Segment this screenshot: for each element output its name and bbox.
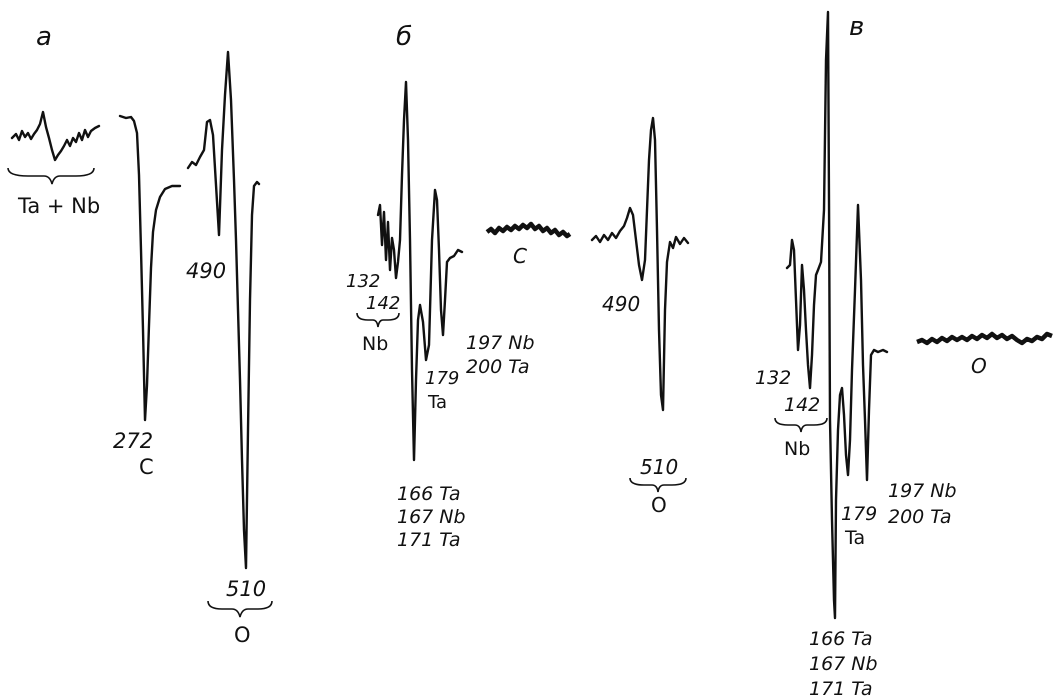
panel-c-peak-132: 132 xyxy=(755,367,791,389)
panel-c-peak-171: 171 Ta xyxy=(809,678,873,700)
panel-b-letter: б xyxy=(396,22,412,52)
panel-b-carbon-trace xyxy=(485,221,572,239)
panel-b-peak-490: 490 xyxy=(602,292,640,316)
panel-b-oxygen-label: O xyxy=(651,493,667,517)
panel-c-peak-200: 200 Ta xyxy=(888,506,952,528)
panel-b-peak-197: 197 Nb xyxy=(466,332,535,354)
panel-b-peak-166: 166 Ta xyxy=(397,483,461,505)
panel-b-oxygen-brace xyxy=(629,477,687,493)
panel-c: в 132 142 Nb 179 Ta 197 Nb 200 Ta 166 Ta… xyxy=(755,10,1053,700)
panel-c-letter: в xyxy=(849,12,864,42)
panel-a-carbon-trace xyxy=(118,114,182,422)
panel-b-ta-nb-trace xyxy=(376,80,464,462)
panel-a-carbon-label: C xyxy=(139,455,154,479)
panel-a-ta-nb-brace xyxy=(7,167,95,185)
panel-c-peak-179: 179 xyxy=(841,503,877,525)
panel-b-peak-167: 167 Nb xyxy=(397,506,466,528)
panel-b: б 132 142 Nb 179 Ta 166 Ta 167 Nb 171 Ta… xyxy=(346,22,690,551)
panel-b-carbon-label: C xyxy=(513,244,527,268)
panel-b-peak-132: 132 xyxy=(346,271,380,292)
panel-a-letter: а xyxy=(36,22,52,52)
panel-c-nb-label: Nb xyxy=(784,438,810,460)
panel-a-oxygen-label: O xyxy=(234,623,251,647)
panel-c-peak-142: 142 xyxy=(784,394,820,416)
panel-c-peak-167: 167 Nb xyxy=(809,653,878,675)
panel-b-peak-142: 142 xyxy=(366,293,400,314)
panel-a-ta-nb-trace xyxy=(10,110,101,162)
panel-b-peak-200: 200 Ta xyxy=(466,356,530,378)
panel-b-peak-510: 510 xyxy=(640,455,678,479)
panel-a-peak-272: 272 xyxy=(113,429,153,453)
panel-c-ta-nb-trace xyxy=(785,10,889,620)
panel-b-peak-179: 179 xyxy=(425,368,459,389)
panel-a-peak-510: 510 xyxy=(226,577,266,601)
panel-a-oxygen-trace xyxy=(186,50,261,570)
panel-b-oxygen-trace xyxy=(590,116,690,412)
panel-b-nb-label: Nb xyxy=(362,333,388,355)
panel-a-oxygen-brace xyxy=(207,600,273,618)
panel-c-oxygen-label: O xyxy=(971,354,987,378)
panel-a-ta-nb-label: Ta + Nb xyxy=(17,194,100,218)
panel-a-peak-490: 490 xyxy=(186,259,226,283)
panel-c-nb-brace xyxy=(774,417,828,433)
panel-c-peak-179-element: Ta xyxy=(844,527,865,549)
panel-c-peak-166: 166 Ta xyxy=(809,628,873,650)
panel-c-peak-197: 197 Nb xyxy=(888,480,957,502)
panel-b-peak-171: 171 Ta xyxy=(397,529,461,551)
panel-a: а Ta + Nb 272 C 490 510 O xyxy=(7,22,273,647)
panel-b-nb-brace xyxy=(356,312,400,328)
panel-c-oxygen-trace xyxy=(916,331,1053,346)
panel-b-peak-179-element: Ta xyxy=(427,392,447,413)
